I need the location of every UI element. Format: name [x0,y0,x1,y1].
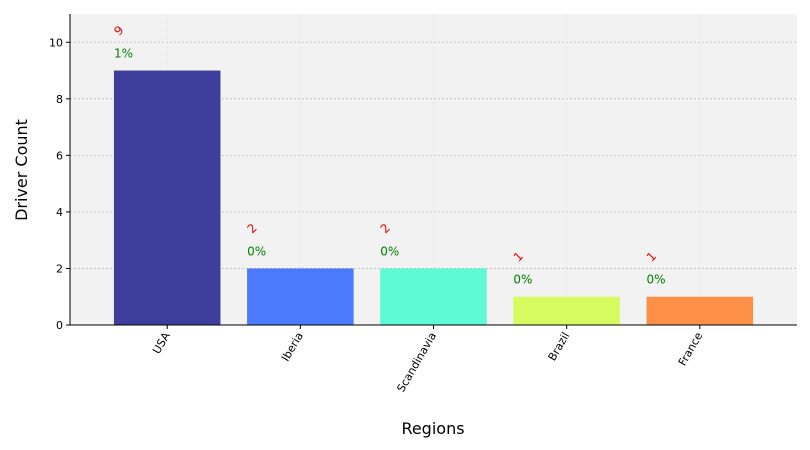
bar-brazil [513,296,620,325]
y-tick-label-2: 4 [56,206,63,219]
percent-label-france: 0% [647,273,666,287]
bar-usa [113,70,221,325]
y-tick-label-1: 2 [56,262,63,275]
x-tick-label-usa: USA [150,330,173,357]
x-tick-label-brazil: Brazil [546,330,573,363]
x-tick-label-scandinavia: Scandinavia [394,330,439,394]
x-ticks: USA Iberia Scandinavia Brazil France [150,325,706,394]
bars [113,70,754,325]
y-ticks: 0 2 4 6 8 10 [49,36,70,332]
y-axis-label: Driver Count [12,119,31,221]
x-tick-label-iberia: Iberia [279,330,306,364]
percent-label-brazil: 0% [513,273,532,287]
bar-iberia [247,268,354,325]
y-tick-label-0: 0 [56,319,63,332]
percent-label-usa: 1% [114,47,133,61]
y-tick-label-4: 8 [56,93,63,106]
bar-scandinavia [380,268,487,325]
x-tick-label-france: France [676,330,706,368]
x-axis-label: Regions [401,419,464,438]
bar-france [646,296,754,325]
percent-label-scandinavia: 0% [380,244,399,258]
percent-label-iberia: 0% [247,244,266,258]
y-tick-label-5: 10 [49,36,63,49]
y-tick-label-3: 6 [56,149,63,162]
